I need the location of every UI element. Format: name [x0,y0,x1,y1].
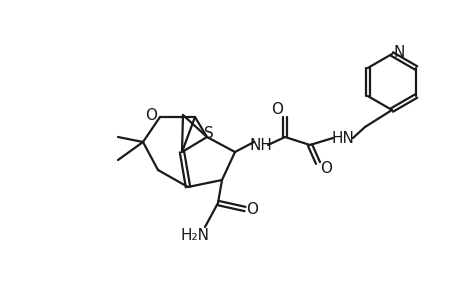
Text: O: O [270,101,282,116]
Text: HN: HN [331,130,354,146]
Text: O: O [319,160,331,175]
Text: N: N [392,44,404,59]
Text: O: O [246,202,257,217]
Text: H₂N: H₂N [180,227,209,242]
Text: S: S [204,125,213,140]
Text: NH: NH [249,137,272,152]
Text: O: O [145,107,157,122]
